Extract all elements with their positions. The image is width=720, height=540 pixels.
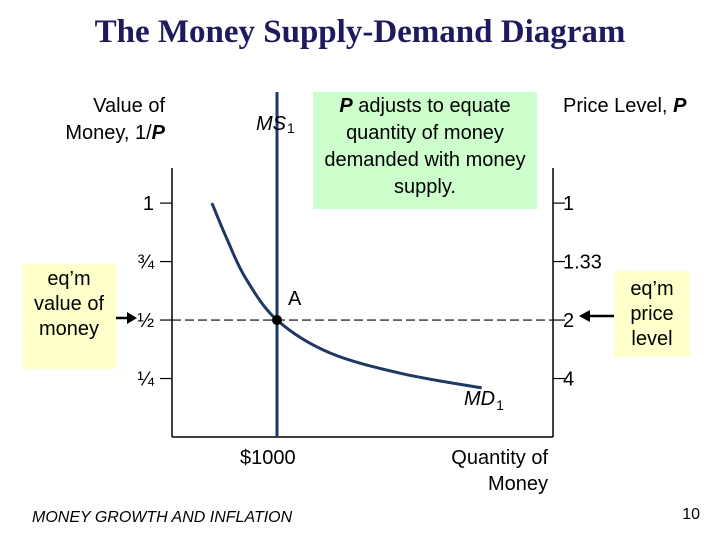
y-axis-right-label: Price Level, P (563, 95, 687, 117)
y-left-tick-label: ¼ (137, 369, 154, 391)
left-arrow (116, 312, 137, 324)
ms1-label: MS1 (256, 113, 295, 136)
md1-label: MD1 (464, 388, 504, 413)
y-left-tick-label: ½ (137, 310, 154, 332)
footer-text: MONEY GROWTH AND INFLATION (32, 509, 293, 526)
y-right-tick-label: 4 (563, 369, 574, 391)
x-axis-label: Quantity of Money (451, 447, 548, 495)
point-a-label: A (288, 288, 302, 310)
page-number: 10 (682, 506, 700, 523)
right-arrow (579, 310, 614, 322)
x-tick-1000: $1000 (240, 447, 296, 469)
explanation-callout: P adjusts to equate quantity of money de… (313, 92, 537, 209)
y-right-tick-label: 2 (563, 310, 574, 332)
slide-title: The Money Supply-Demand Diagram (94, 14, 626, 50)
md1-curve (210, 202, 483, 390)
eq-value-callout: eq’m value of money (22, 264, 116, 369)
y-right-tick-label: 1 (563, 193, 574, 215)
equilibrium-point (272, 315, 282, 326)
y-left-tick-label: 1 (143, 193, 154, 215)
y-right-tick-label: 1.33 (563, 252, 602, 274)
y-left-tick-label: ¾ (137, 252, 154, 274)
eq-price-callout: eq’m price level (614, 271, 690, 357)
y-axis-left-label: Value of Money, 1/P (65, 95, 165, 144)
